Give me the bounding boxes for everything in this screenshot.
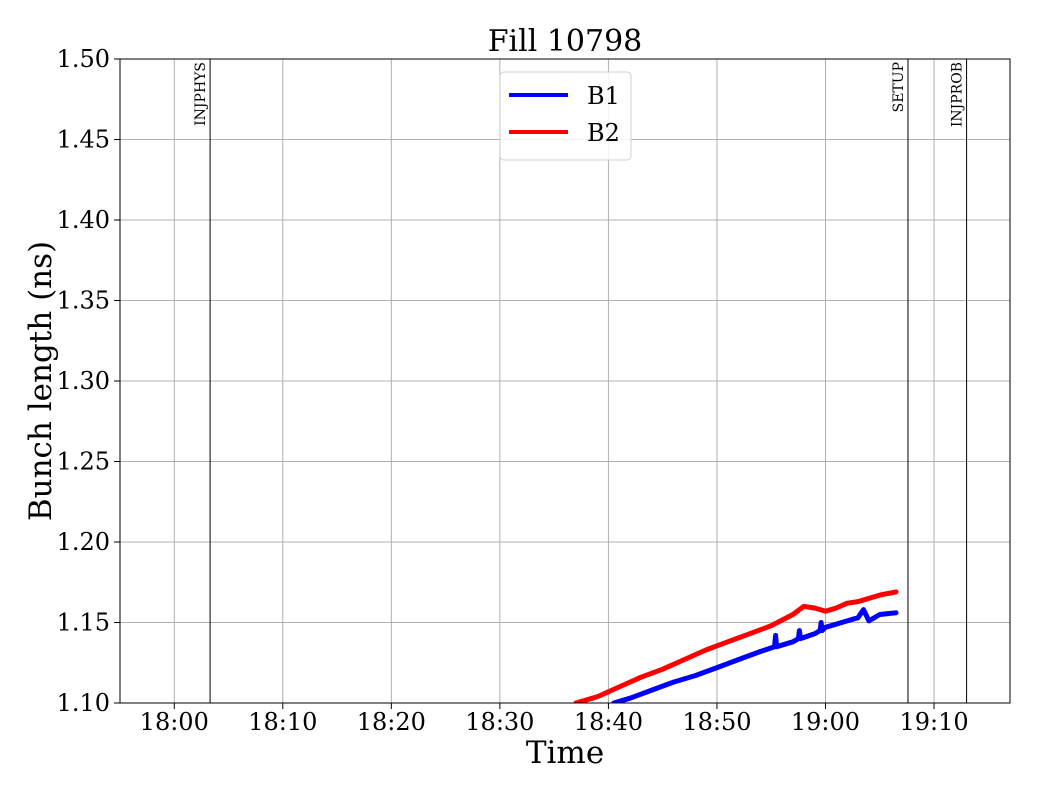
y-tick-label: 1.20 — [57, 528, 110, 556]
series-line-b1 — [611, 607, 899, 703]
series-line-b2 — [573, 589, 899, 703]
x-tick-label: 18:10 — [248, 708, 317, 736]
y-tick-label: 1.40 — [57, 206, 110, 234]
y-tick-label: 1.50 — [57, 45, 110, 73]
series-layer — [573, 589, 899, 703]
y-tick-label: 1.10 — [57, 689, 110, 717]
y-tick-label: 1.25 — [57, 448, 110, 476]
x-tick-label: 19:00 — [791, 708, 860, 736]
x-tick-label: 18:30 — [465, 708, 534, 736]
x-tick-label: 18:20 — [357, 708, 426, 736]
y-tick-label: 1.30 — [57, 367, 110, 395]
event-label-injphys: INJPHYS — [193, 62, 209, 126]
chart-title: Fill 10798 — [488, 24, 643, 59]
x-tick-label: 18:00 — [140, 708, 209, 736]
y-axis-ticks: 1.10 1.15 1.20 1.25 1.30 1.35 1.40 1.45 1.50 — [57, 45, 120, 717]
legend-label-b1: B1 — [587, 82, 620, 110]
x-tick-label: 18:50 — [682, 708, 751, 736]
y-axis-label: Bunch length (ns) — [23, 241, 59, 521]
x-tick-label: 18:40 — [574, 708, 643, 736]
x-axis-label: Time — [526, 735, 604, 771]
legend-label-b2: B2 — [587, 119, 620, 147]
event-label-injprob: INJPROB — [950, 62, 966, 127]
y-tick-label: 1.35 — [57, 287, 110, 315]
y-tick-label: 1.15 — [57, 609, 110, 637]
x-tick-label: 19:10 — [899, 708, 968, 736]
y-tick-label: 1.45 — [57, 126, 110, 154]
event-markers: INJPHYS SETUP INJPROB — [193, 59, 968, 703]
event-label-setup: SETUP — [891, 62, 907, 112]
x-axis-ticks: 18:00 18:10 18:20 18:30 18:40 18:50 19:00 19:10 — [140, 703, 969, 736]
